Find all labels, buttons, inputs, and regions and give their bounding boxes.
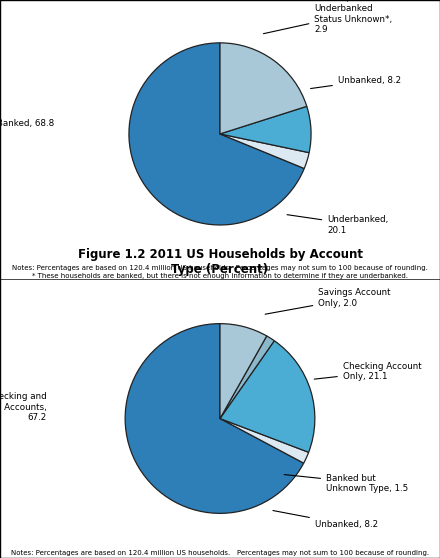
Text: Underbanked,
20.1: Underbanked, 20.1 [287,215,389,235]
Wedge shape [220,324,267,418]
Text: Checking and
Savings Accounts,
67.2: Checking and Savings Accounts, 67.2 [0,392,47,422]
Wedge shape [220,418,308,463]
Wedge shape [129,43,304,225]
Wedge shape [220,341,315,453]
Text: Fully Banked, 68.8: Fully Banked, 68.8 [0,119,54,128]
Text: Unbanked, 8.2: Unbanked, 8.2 [311,76,401,89]
Text: Checking Account
Only, 21.1: Checking Account Only, 21.1 [314,362,422,381]
Wedge shape [220,336,274,418]
Text: Banked but
Unknown Type, 1.5: Banked but Unknown Type, 1.5 [284,474,408,493]
Wedge shape [125,324,304,513]
Text: Savings Account
Only, 2.0: Savings Account Only, 2.0 [265,288,391,314]
Text: Banked, but
Underbanked
Status Unknown*,
2.9: Banked, but Underbanked Status Unknown*,… [264,0,392,34]
Wedge shape [220,43,307,134]
Title: Figure 1.2 2011 US Households by Account
Type (Percent): Figure 1.2 2011 US Households by Account… [77,248,363,276]
Text: Unbanked, 8.2: Unbanked, 8.2 [273,511,378,529]
Text: Notes: Percentages are based on 120.4 million US households.  Percentages may no: Notes: Percentages are based on 120.4 mi… [12,264,428,278]
Wedge shape [220,107,311,153]
Text: Notes: Percentages are based on 120.4 million US households.   Percentages may n: Notes: Percentages are based on 120.4 mi… [11,550,429,556]
Wedge shape [220,134,309,169]
